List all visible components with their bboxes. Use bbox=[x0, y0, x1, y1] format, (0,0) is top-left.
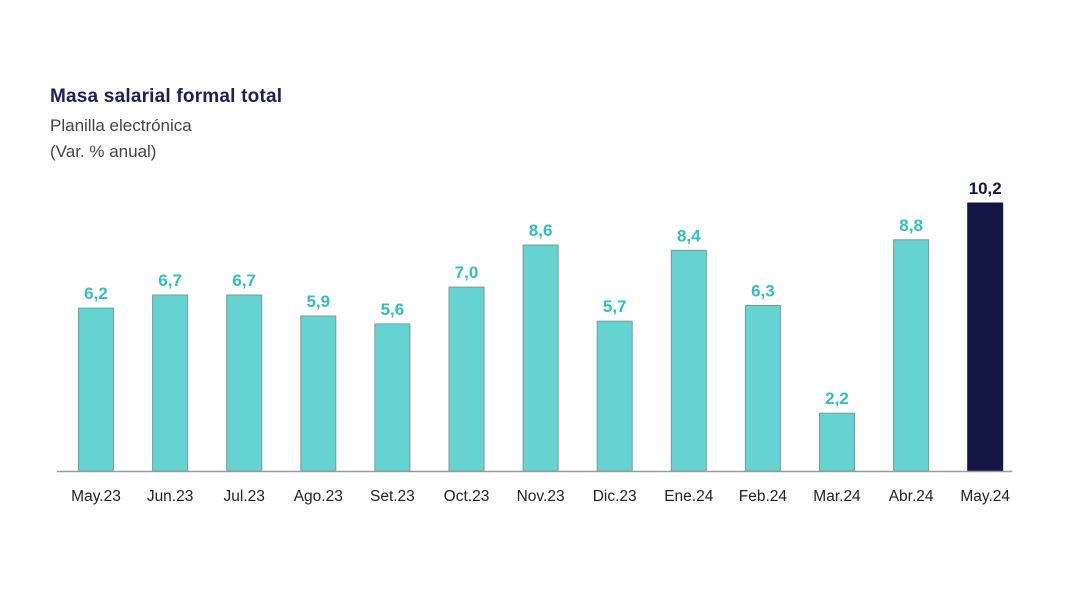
value-label-May.24: 10,2 bbox=[969, 179, 1002, 198]
bar-Jul.23 bbox=[226, 294, 263, 472]
bar-Mar.24 bbox=[819, 412, 855, 472]
value-label-Jul.23: 6,7 bbox=[232, 271, 256, 290]
value-label-Feb.24: 6,3 bbox=[751, 282, 775, 301]
value-label-Mar.24: 2,2 bbox=[825, 389, 849, 408]
value-label-Oct.23: 7,0 bbox=[455, 263, 479, 282]
value-label-May.23: 6,2 bbox=[84, 284, 108, 303]
tick-label-May.23: May.23 bbox=[71, 488, 121, 505]
bar-Ago.23 bbox=[300, 315, 337, 472]
tick-label-Feb.24: Feb.24 bbox=[739, 488, 788, 505]
bar-May.24 bbox=[967, 202, 1004, 472]
chart-title: Masa salarial formal total bbox=[50, 86, 283, 107]
bar-Oct.23 bbox=[448, 286, 485, 472]
bar-Ene.24 bbox=[670, 249, 707, 472]
tick-label-Ene.24: Ene.24 bbox=[664, 488, 714, 505]
tick-label-Nov.23: Nov.23 bbox=[517, 488, 565, 505]
tick-label-Set.23: Set.23 bbox=[370, 488, 415, 505]
tick-label-Jun.23: Jun.23 bbox=[147, 488, 194, 505]
bar-Jun.23 bbox=[152, 294, 189, 472]
value-label-Ene.24: 8,4 bbox=[677, 226, 701, 245]
chart-subtitle: Planilla electrónica bbox=[50, 116, 192, 135]
tick-label-Ago.23: Ago.23 bbox=[294, 488, 343, 505]
bar-Abr.24 bbox=[893, 239, 930, 472]
value-label-Abr.24: 8,8 bbox=[899, 216, 923, 235]
bar-Feb.24 bbox=[744, 305, 781, 472]
tick-label-Mar.24: Mar.24 bbox=[813, 488, 861, 505]
value-label-Nov.23: 8,6 bbox=[529, 221, 553, 240]
tick-label-Oct.23: Oct.23 bbox=[444, 488, 490, 505]
value-label-Ago.23: 5,9 bbox=[306, 292, 330, 311]
value-label-Set.23: 5,6 bbox=[381, 300, 405, 319]
tick-label-Jul.23: Jul.23 bbox=[224, 488, 265, 505]
value-label-Jun.23: 6,7 bbox=[158, 271, 182, 290]
bar-Dic.23 bbox=[596, 320, 633, 472]
tick-label-Dic.23: Dic.23 bbox=[593, 488, 637, 505]
bar-May.23 bbox=[78, 307, 114, 472]
tick-label-Abr.24: Abr.24 bbox=[889, 488, 934, 505]
bar-Set.23 bbox=[374, 323, 411, 472]
chart-unit-label: (Var. % anual) bbox=[50, 142, 157, 161]
tick-label-May.24: May.24 bbox=[960, 488, 1010, 505]
value-label-Dic.23: 5,7 bbox=[603, 297, 627, 316]
bar-Nov.23 bbox=[522, 244, 559, 472]
